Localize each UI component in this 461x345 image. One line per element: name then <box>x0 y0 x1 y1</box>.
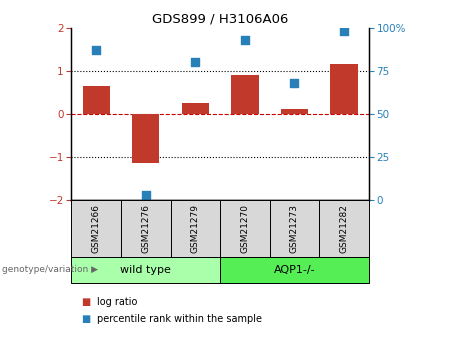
Text: log ratio: log ratio <box>97 297 137 307</box>
Point <box>192 59 199 65</box>
Text: wild type: wild type <box>120 265 171 275</box>
Text: ■: ■ <box>81 297 90 307</box>
Point <box>340 28 348 34</box>
Point <box>241 37 248 42</box>
Point <box>291 80 298 86</box>
Text: ■: ■ <box>81 314 90 324</box>
Bar <box>83 86 110 114</box>
Bar <box>331 64 358 114</box>
Text: genotype/variation ▶: genotype/variation ▶ <box>2 265 98 275</box>
Text: AQP1-/-: AQP1-/- <box>274 265 315 275</box>
Text: GSM21282: GSM21282 <box>339 204 349 253</box>
Text: GSM21270: GSM21270 <box>240 204 249 253</box>
Title: GDS899 / H3106A06: GDS899 / H3106A06 <box>152 12 288 25</box>
Bar <box>132 114 160 164</box>
Point <box>142 192 149 198</box>
Point <box>93 47 100 53</box>
Bar <box>231 75 259 114</box>
Text: GSM21276: GSM21276 <box>141 204 150 253</box>
Bar <box>182 103 209 114</box>
Text: GSM21273: GSM21273 <box>290 204 299 253</box>
Text: GSM21266: GSM21266 <box>92 204 101 253</box>
Text: percentile rank within the sample: percentile rank within the sample <box>97 314 262 324</box>
Bar <box>281 109 308 114</box>
Text: GSM21279: GSM21279 <box>191 204 200 253</box>
